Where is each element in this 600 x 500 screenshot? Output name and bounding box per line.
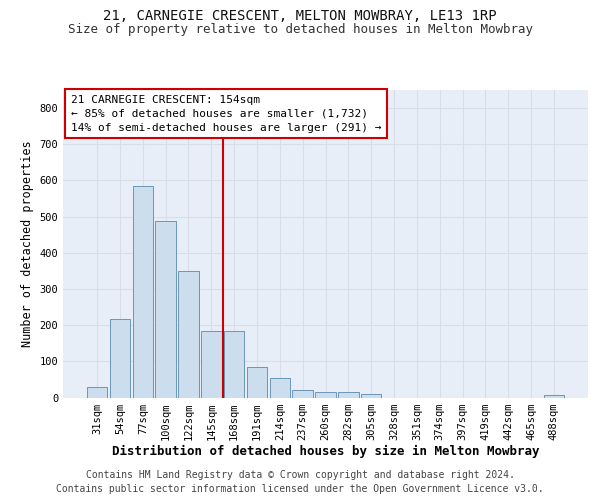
- Bar: [201, 330, 221, 398]
- Bar: [110, 318, 130, 398]
- Bar: [133, 186, 153, 398]
- Text: 21 CARNEGIE CRESCENT: 154sqm
← 85% of detached houses are smaller (1,732)
14% of: 21 CARNEGIE CRESCENT: 154sqm ← 85% of de…: [71, 94, 382, 132]
- Bar: [361, 394, 382, 398]
- Bar: [338, 392, 359, 398]
- Text: Size of property relative to detached houses in Melton Mowbray: Size of property relative to detached ho…: [67, 22, 533, 36]
- X-axis label: Distribution of detached houses by size in Melton Mowbray: Distribution of detached houses by size …: [112, 446, 539, 458]
- Bar: [87, 386, 107, 398]
- Text: 21, CARNEGIE CRESCENT, MELTON MOWBRAY, LE13 1RP: 21, CARNEGIE CRESCENT, MELTON MOWBRAY, L…: [103, 9, 497, 23]
- Bar: [247, 367, 267, 398]
- Text: Contains HM Land Registry data © Crown copyright and database right 2024.
Contai: Contains HM Land Registry data © Crown c…: [56, 470, 544, 494]
- Bar: [178, 271, 199, 398]
- Bar: [155, 221, 176, 398]
- Y-axis label: Number of detached properties: Number of detached properties: [21, 140, 34, 347]
- Bar: [544, 394, 564, 398]
- Bar: [224, 330, 244, 398]
- Bar: [315, 392, 336, 398]
- Bar: [269, 378, 290, 398]
- Bar: [292, 390, 313, 398]
